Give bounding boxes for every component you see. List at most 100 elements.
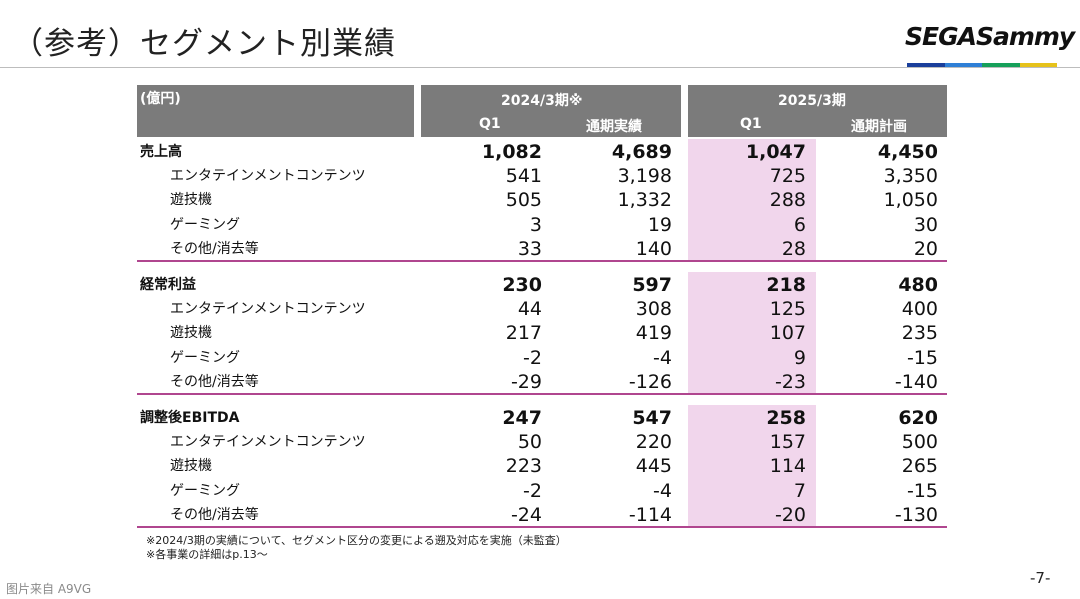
table-row: 遊技機 505 1,332 288 1,050 xyxy=(0,188,1080,212)
highlight-column-bg xyxy=(688,139,816,261)
value-cell: 288 xyxy=(769,189,806,212)
row-label: 遊技機 xyxy=(170,192,212,209)
segasammy-logo: SEGASammy xyxy=(905,22,1075,67)
row-label: エンタテインメントコンテンツ xyxy=(170,168,366,185)
value-cell: -29 xyxy=(510,370,542,393)
row-label: その他/消去等 xyxy=(170,373,259,390)
row-label: 経常利益 xyxy=(140,277,196,293)
value-cell: 620 xyxy=(898,407,938,429)
value-cell: 597 xyxy=(632,274,672,296)
value-cell: 33 xyxy=(517,237,542,260)
value-cell: -20 xyxy=(774,503,806,526)
row-label: 売上高 xyxy=(140,144,182,160)
value-cell: 230 xyxy=(502,274,542,296)
value-cell: 3,350 xyxy=(883,165,938,188)
col-q1-2025: Q1 xyxy=(740,116,762,132)
value-cell: 9 xyxy=(793,346,806,369)
value-cell: -4 xyxy=(653,346,672,369)
value-cell: 725 xyxy=(769,165,806,188)
row-label: ゲーミング xyxy=(170,349,240,366)
value-cell: 30 xyxy=(913,213,938,236)
table-row: ゲーミング 3 19 6 30 xyxy=(0,213,1080,237)
row-label: エンタテインメントコンテンツ xyxy=(170,434,366,451)
table-row: エンタテインメントコンテンツ 44 308 125 400 xyxy=(0,297,1080,321)
table-row: ゲーミング -2 -4 9 -15 xyxy=(0,346,1080,370)
value-cell: 445 xyxy=(635,455,672,478)
highlight-column-bg xyxy=(688,272,816,394)
row-label: その他/消去等 xyxy=(170,240,259,257)
value-cell: 157 xyxy=(769,431,806,454)
table-row: その他/消去等 33 140 28 20 xyxy=(0,237,1080,261)
table-row: 遊技機 223 445 114 265 xyxy=(0,454,1080,478)
logo-bar-segment xyxy=(944,63,982,67)
table-row: その他/消去等 -29 -126 -23 -140 xyxy=(0,370,1080,394)
footnote: ※2024/3期の実績について、セグメント区分の変更による遡及対応を実施（未監査… xyxy=(146,534,567,547)
value-cell: 217 xyxy=(505,322,542,345)
value-cell: 308 xyxy=(635,298,672,321)
logo-text: SEGASammy xyxy=(905,22,1075,51)
logo-bar-segment xyxy=(907,63,945,67)
value-cell: 4,450 xyxy=(877,141,938,163)
header-period2-cell: 2025/3期 Q1 通期計画 xyxy=(688,85,947,137)
value-cell: 1,082 xyxy=(481,141,542,163)
row-label: ゲーミング xyxy=(170,482,240,499)
section-separator xyxy=(137,260,947,262)
row-label: ゲーミング xyxy=(170,216,240,233)
highlight-column-bg xyxy=(688,405,816,528)
value-cell: 419 xyxy=(635,322,672,345)
row-label: 調整後EBITDA xyxy=(140,410,240,426)
period2-label: 2025/3期 xyxy=(778,93,846,109)
col-full-plan-2025: 通期計画 xyxy=(851,119,907,135)
watermark: 图片来自 A9VG xyxy=(6,582,92,596)
logo-color-bar xyxy=(907,52,1057,67)
value-cell: 107 xyxy=(769,322,806,345)
row-label: 遊技機 xyxy=(170,458,212,475)
value-cell: 235 xyxy=(901,322,938,345)
value-cell: 140 xyxy=(635,237,672,260)
value-cell: 125 xyxy=(769,298,806,321)
value-cell: -2 xyxy=(523,479,542,502)
page-number: -7- xyxy=(1030,569,1051,587)
table-row: 遊技機 217 419 107 235 xyxy=(0,321,1080,345)
title-divider xyxy=(0,67,1080,68)
value-cell: 44 xyxy=(517,298,542,321)
value-cell: 1,047 xyxy=(745,141,806,163)
value-cell: -24 xyxy=(510,503,542,526)
value-cell: -140 xyxy=(894,370,938,393)
value-cell: 547 xyxy=(632,407,672,429)
value-cell: 1,050 xyxy=(883,189,938,212)
value-cell: 4,689 xyxy=(611,141,672,163)
row-label: その他/消去等 xyxy=(170,506,259,523)
value-cell: 480 xyxy=(898,274,938,296)
value-cell: 3 xyxy=(529,213,542,236)
value-cell: 500 xyxy=(901,431,938,454)
page-title: （参考）セグメント別業績 xyxy=(12,26,396,62)
row-label: 遊技機 xyxy=(170,325,212,342)
value-cell: 6 xyxy=(793,213,806,236)
value-cell: -126 xyxy=(628,370,672,393)
value-cell: -4 xyxy=(653,479,672,502)
logo-bar-segment xyxy=(1019,63,1057,67)
value-cell: -114 xyxy=(628,503,672,526)
logo-bar-segment xyxy=(982,63,1020,67)
value-cell: 114 xyxy=(769,455,806,478)
section-separator xyxy=(137,526,947,528)
table-row: その他/消去等 -24 -114 -20 -130 xyxy=(0,503,1080,527)
period1-label: 2024/3期※ xyxy=(501,93,583,109)
value-cell: 3,198 xyxy=(617,165,672,188)
table-row-total: 売上高 1,082 4,689 1,047 4,450 xyxy=(0,140,1080,164)
col-q1-2024: Q1 xyxy=(479,116,501,132)
value-cell: 50 xyxy=(517,431,542,454)
value-cell: 218 xyxy=(766,274,806,296)
section-separator xyxy=(137,393,947,395)
value-cell: 19 xyxy=(647,213,672,236)
value-cell: 247 xyxy=(502,407,542,429)
footnote: ※各事業の詳細はp.13～ xyxy=(146,548,268,561)
col-full-actual-2024: 通期実績 xyxy=(586,119,642,135)
footnotes: ※2024/3期の実績について、セグメント区分の変更による遡及対応を実施（未監査… xyxy=(146,534,567,562)
value-cell: -2 xyxy=(523,346,542,369)
table-row: ゲーミング -2 -4 7 -15 xyxy=(0,479,1080,503)
value-cell: 28 xyxy=(781,237,806,260)
value-cell: 505 xyxy=(505,189,542,212)
row-label: エンタテインメントコンテンツ xyxy=(170,301,366,318)
